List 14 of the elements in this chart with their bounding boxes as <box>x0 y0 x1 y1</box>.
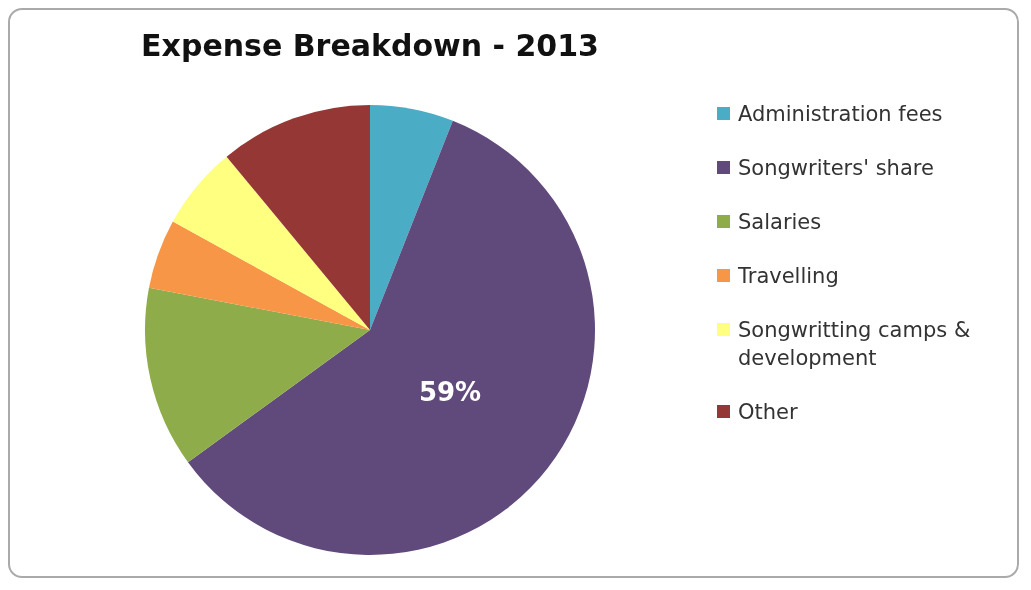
legend-label: Songwriters' share <box>738 155 934 182</box>
legend-label: Administration fees <box>738 101 943 128</box>
legend-label: Travelling <box>738 263 839 290</box>
pie-slice <box>172 156 370 330</box>
legend-label: Songwritting camps & development <box>738 317 972 372</box>
legend-label: Other <box>738 399 798 426</box>
pie-slice <box>145 287 370 463</box>
legend-label: Salaries <box>738 209 822 236</box>
data-label: 59% <box>418 377 482 408</box>
pie-slice <box>187 120 595 555</box>
pie-slice <box>226 105 370 330</box>
chart-title: Expense Breakdown - 2013 <box>140 28 600 63</box>
pie-slice <box>148 221 370 330</box>
pie-slice <box>370 105 453 330</box>
